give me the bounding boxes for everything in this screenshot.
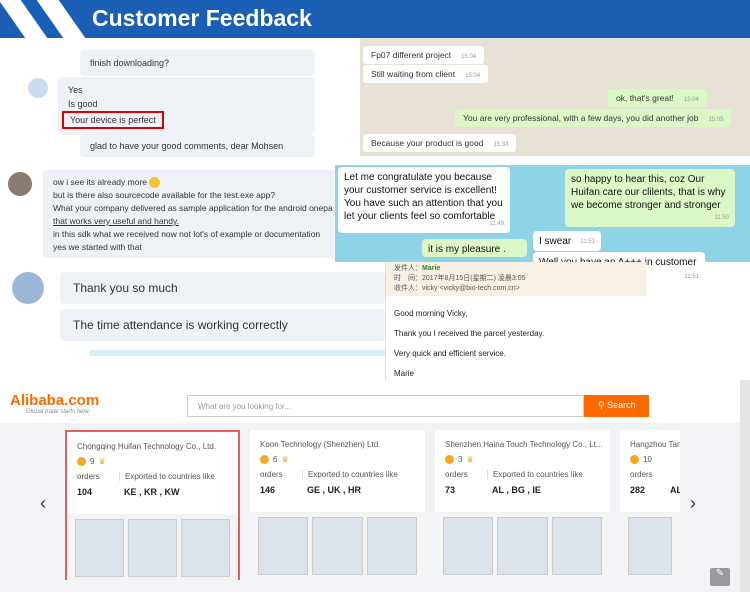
tagline: Global trade starts here. xyxy=(26,409,91,415)
product-images[interactable] xyxy=(620,512,680,580)
alibaba-header: Alibaba.com Global trade starts here. Wh… xyxy=(0,380,740,423)
verified-icon: ♛ xyxy=(466,455,474,464)
supplier-card[interactable]: Chongqing Huifan Technology Co., Ltd. 9 ♛… xyxy=(65,430,240,582)
search-icon: ⚲ xyxy=(598,400,605,410)
product-images[interactable] xyxy=(435,512,610,580)
product-images[interactable] xyxy=(67,514,238,582)
highlighted-line: Your device is perfect xyxy=(62,111,164,129)
email-header: 发件人：Marie 时 间：2017年8月15日(星期二) 凌晨3:05 收件人… xyxy=(386,262,646,296)
search-button[interactable]: ⚲ Search xyxy=(584,395,649,417)
page-title: Customer Feedback xyxy=(92,5,312,31)
email-view: 发件人：Marie 时 间：2017年8月15日(星期二) 凌晨3:05 收件人… xyxy=(385,262,646,380)
recipient: vicky <vicky@bio-tech.com.cn> xyxy=(422,285,520,292)
avatar xyxy=(28,78,48,98)
chat-message: ok, that's great! 15:04 xyxy=(608,89,707,107)
chat-message: Let me congratulate you because your cus… xyxy=(338,167,510,233)
chat-message: Thank you so much xyxy=(60,272,385,304)
alibaba-page: Alibaba.com Global trade starts here. Wh… xyxy=(0,380,750,592)
search-input[interactable]: What are you looking for... xyxy=(187,395,584,417)
line: but is there also sourcecode available f… xyxy=(53,190,276,200)
prev-arrow-icon[interactable]: ‹ xyxy=(40,493,46,513)
chat-message: I swear 11:51 xyxy=(533,231,601,251)
verified-icon: ♛ xyxy=(281,455,289,464)
chat-message: The time attendance is working correctly xyxy=(60,309,385,341)
chat-message: Fp07 different project 15:04 xyxy=(363,46,485,64)
product-images[interactable] xyxy=(250,512,425,580)
gold-supplier-icon xyxy=(630,455,639,464)
feedback-icon[interactable]: ✎ xyxy=(710,568,730,586)
line: in this sdk what we received now not lot… xyxy=(53,229,321,239)
chat-message: ow i see its already more but is there a… xyxy=(43,170,343,258)
chat-message: Yes Is good Your device is perfect xyxy=(58,77,315,135)
chat-message: You are very professional, with a few da… xyxy=(455,109,732,127)
supplier-card[interactable]: Hangzhou Tan 10 orders 282 AL xyxy=(620,430,680,580)
email-body: Good morning Vicky, Thank you I received … xyxy=(394,309,545,378)
chat-message: it is my pleasure . xyxy=(422,239,527,257)
line: that works very useful and handy. xyxy=(53,216,179,226)
supplier-card[interactable]: Shenzhen Haina Touch Technology Co., Lt.… xyxy=(435,430,610,580)
header-banner: Customer Feedback xyxy=(0,0,750,38)
alibaba-logo: Alibaba.com xyxy=(10,392,100,409)
chat-message: Still waiting from client 15:04 xyxy=(363,65,489,83)
supplier-card[interactable]: Koon Technology (Shenzhen) Ltd. 6 ♛ order… xyxy=(250,430,425,580)
next-arrow-icon[interactable]: › xyxy=(690,493,696,513)
whatsapp-chat-1: Fp07 different project 15:04 Still waitin… xyxy=(360,38,750,156)
sender: Marie xyxy=(422,265,441,272)
line: What your company delivered as sample ap… xyxy=(53,203,333,213)
line: ow i see its already more xyxy=(53,177,148,187)
avatar xyxy=(8,172,32,196)
chat-message: Because your product is good 15:33 xyxy=(363,134,517,152)
gold-supplier-icon xyxy=(445,455,454,464)
line: Yes xyxy=(68,85,83,95)
avatar xyxy=(12,272,44,304)
scrollbar[interactable] xyxy=(740,380,750,592)
smiley-icon xyxy=(149,177,161,189)
line: yes we started with that xyxy=(53,242,142,252)
verified-icon: ♛ xyxy=(98,457,106,466)
gold-supplier-icon xyxy=(77,457,86,466)
email-time: 2017年8月15日(星期二) 凌晨3:05 xyxy=(422,275,526,282)
chat-message: glad to have your good comments, dear Mo… xyxy=(80,135,315,157)
chat-message: finish downloading? xyxy=(80,50,315,76)
whatsapp-chat-2: Let me congratulate you because your cus… xyxy=(335,165,750,262)
chat-message-partial xyxy=(90,350,385,356)
gold-supplier-icon xyxy=(260,455,269,464)
line: Is good xyxy=(68,99,98,109)
chat-message: so happy to hear this, coz Our Huifan ca… xyxy=(565,169,735,227)
